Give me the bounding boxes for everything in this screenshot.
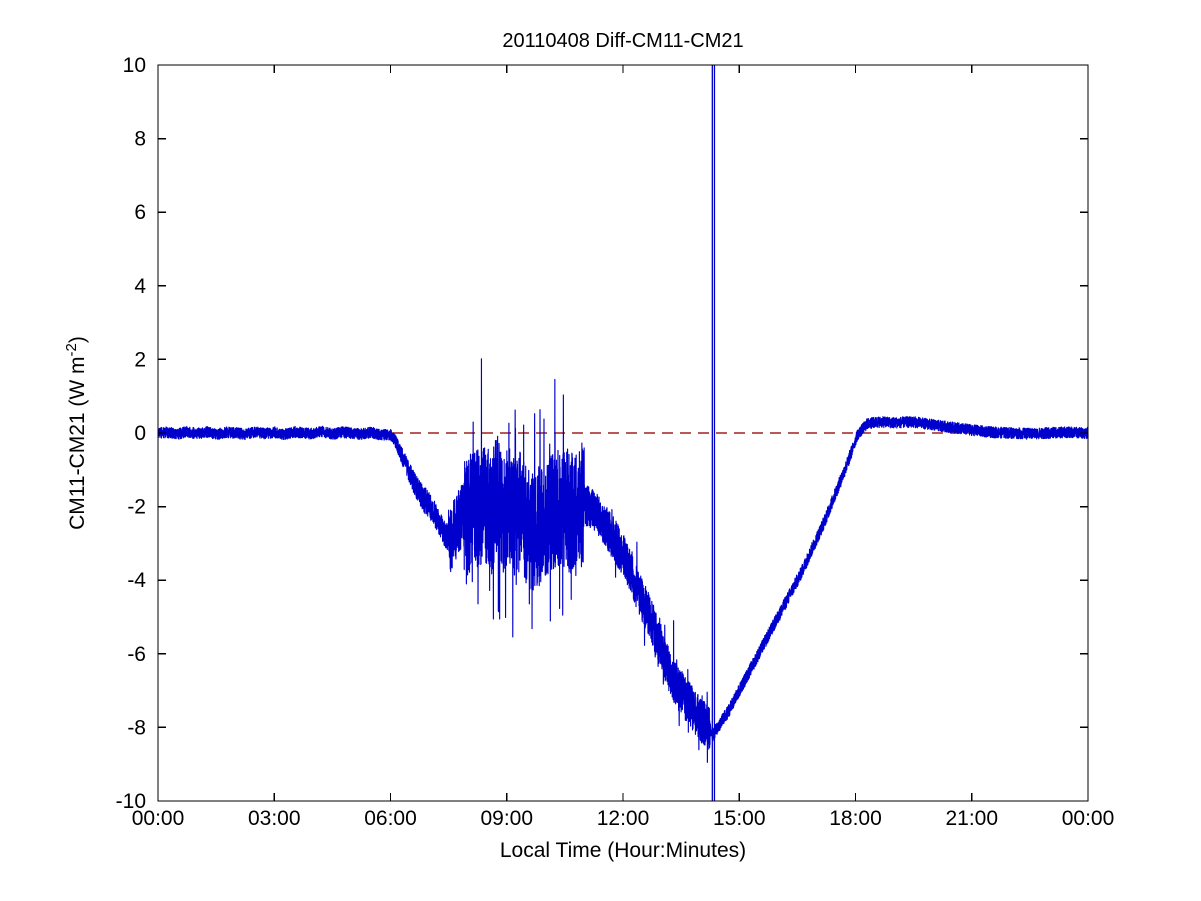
- y-axis-title: CM11-CM21 (W m-2): [63, 336, 89, 530]
- y-tick-label: 10: [123, 54, 146, 77]
- x-tick-label: 06:00: [364, 807, 417, 830]
- y-axis-title-main: CM11-CM21 (W m: [66, 356, 89, 529]
- y-axis-title-text: CM11-CM21 (W m-2): [63, 336, 89, 530]
- y-tick-label: 0: [134, 422, 146, 445]
- x-tick-label: 03:00: [248, 807, 301, 830]
- y-tick-label: 2: [134, 348, 146, 371]
- x-tick-label: 00:00: [1062, 807, 1115, 830]
- plot-title: 20110408 Diff-CM11-CM21: [502, 30, 743, 52]
- x-tick-label: 09:00: [480, 807, 533, 830]
- x-tick-label: 18:00: [829, 807, 882, 830]
- y-axis-title-superscript: -2: [63, 343, 80, 356]
- y-tick-label: 8: [134, 128, 146, 151]
- y-tick-label: -4: [127, 569, 146, 592]
- y-axis-title-tail: ): [66, 336, 89, 343]
- y-tick-label: -10: [116, 790, 146, 813]
- y-tick-label: -6: [127, 643, 146, 666]
- y-tick-label: 4: [134, 275, 146, 298]
- y-tick-label: -8: [127, 716, 146, 739]
- data-series-line: [157, 358, 1089, 763]
- x-tick-label: 00:00: [132, 807, 185, 830]
- x-tick-label: 21:00: [945, 807, 998, 830]
- y-tick-label: -2: [127, 496, 146, 519]
- x-tick-label: 12:00: [597, 807, 650, 830]
- x-tick-label: 15:00: [713, 807, 766, 830]
- x-axis-title: Local Time (Hour:Minutes): [500, 839, 746, 862]
- y-tick-label: 6: [134, 201, 146, 224]
